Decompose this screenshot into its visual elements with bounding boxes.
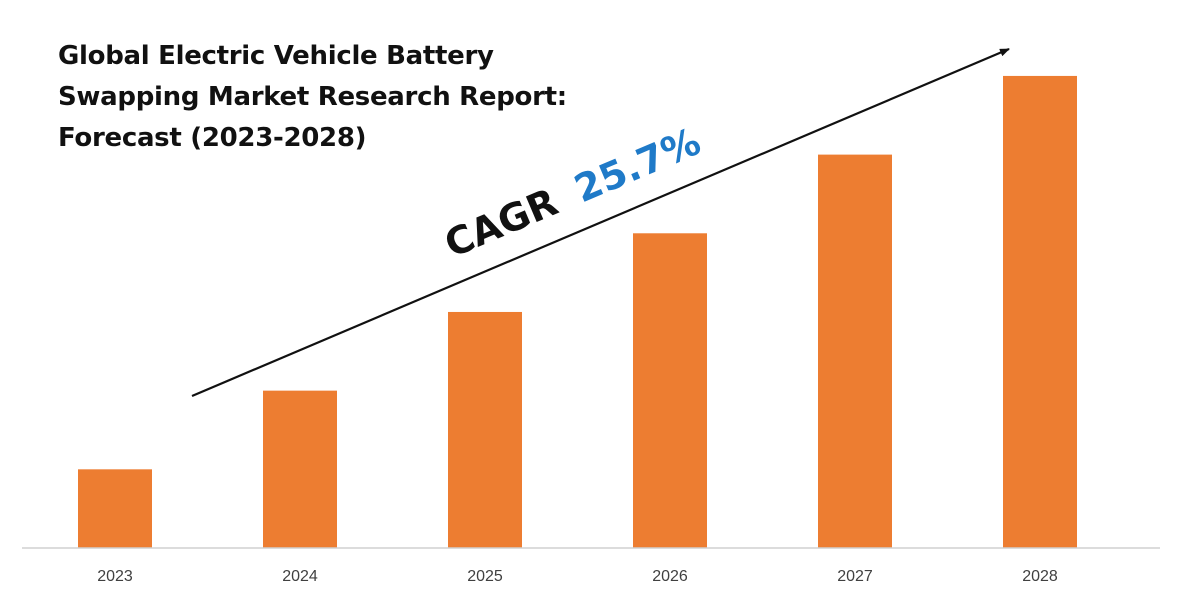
cagr-value: 25.7% [568, 119, 707, 211]
bar-2026 [633, 233, 707, 549]
x-tick-label: 2025 [467, 568, 503, 585]
bar-2027 [818, 154, 892, 548]
cagr-label: CAGR [438, 180, 564, 267]
bar-2028 [1003, 75, 1077, 548]
trend-arrow [191, 47, 1010, 398]
x-tick-label: 2023 [97, 568, 133, 585]
x-tick-label: 2024 [282, 568, 318, 585]
bar-2024 [263, 390, 337, 548]
x-tick-label: 2026 [652, 568, 688, 585]
title-line: Global Electric Vehicle Battery [58, 41, 494, 71]
bar-2023 [78, 469, 152, 548]
bar-series [78, 75, 1077, 549]
x-axis-tick-labels: 2023 2024 2025 2026 2027 2028 [97, 568, 1058, 585]
chart-title: Global Electric Vehicle Battery Swapping… [58, 36, 578, 159]
x-tick-label: 2028 [1022, 568, 1058, 585]
bar-2025 [448, 311, 522, 548]
title-line: Swapping Market Research Report: [58, 82, 567, 112]
title-line: Forecast (2023-2028) [58, 123, 367, 153]
x-tick-label: 2027 [837, 568, 873, 585]
